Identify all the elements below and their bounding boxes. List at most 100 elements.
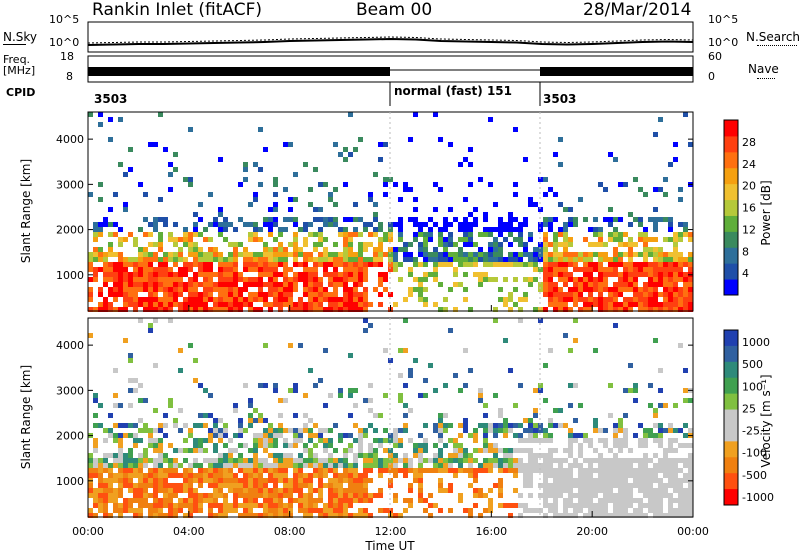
heatmap-cell — [423, 458, 428, 463]
heatmap-cell — [148, 438, 153, 443]
heatmap-cell — [613, 272, 618, 277]
heatmap-cell — [288, 343, 293, 348]
heatmap-cell — [268, 443, 273, 448]
heatmap-cell — [168, 483, 173, 488]
cbar-swatch — [724, 345, 738, 363]
heatmap-cell — [178, 473, 183, 478]
heatmap-cell — [298, 488, 303, 493]
heatmap-cell — [668, 262, 673, 267]
ytick-label: 1000 — [56, 475, 84, 488]
heatmap-cell — [383, 237, 388, 242]
heatmap-cell — [123, 292, 128, 297]
heatmap-cell — [493, 448, 498, 453]
heatmap-cell — [398, 227, 403, 232]
heatmap-cell — [418, 448, 423, 453]
heatmap-cell — [608, 513, 613, 518]
heatmap-cell — [333, 282, 338, 287]
heatmap-cell — [128, 403, 133, 408]
heatmap-cell — [243, 162, 248, 167]
heatmap-cell — [253, 227, 258, 232]
heatmap-cell — [483, 217, 488, 222]
heatmap-cell — [273, 217, 278, 222]
heatmap-cell — [598, 237, 603, 242]
heatmap-cell — [293, 443, 298, 448]
heatmap-cell — [613, 232, 618, 237]
heatmap-cell — [188, 483, 193, 488]
heatmap-cell — [163, 433, 168, 438]
heatmap-cell — [138, 458, 143, 463]
heatmap-cell — [378, 157, 383, 162]
heatmap-cell — [238, 277, 243, 282]
heatmap-cell — [243, 252, 248, 257]
heatmap-cell — [648, 287, 653, 292]
heatmap-cell — [623, 182, 628, 187]
heatmap-cell — [418, 297, 423, 302]
heatmap-cell — [363, 287, 368, 292]
heatmap-cell — [223, 443, 228, 448]
heatmap-cell — [643, 478, 648, 483]
heatmap-cell — [213, 488, 218, 493]
heatmap-cell — [498, 287, 503, 292]
heatmap-cell — [553, 257, 558, 262]
heatmap-cell — [148, 508, 153, 513]
heatmap-cell — [503, 277, 508, 282]
heatmap-cell — [318, 302, 323, 307]
heatmap-cell — [658, 262, 663, 267]
heatmap-cell — [358, 483, 363, 488]
heatmap-cell — [103, 217, 108, 222]
heatmap-cell — [583, 433, 588, 438]
heatmap-cell — [648, 282, 653, 287]
heatmap-cell — [103, 463, 108, 468]
heatmap-cell — [393, 468, 398, 473]
heatmap-cell — [273, 257, 278, 262]
heatmap-cell — [298, 503, 303, 508]
heatmap-cell — [618, 503, 623, 508]
heatmap-cell — [643, 252, 648, 257]
heatmap-cell — [223, 282, 228, 287]
heatmap-cell — [268, 277, 273, 282]
heatmap-cell — [213, 282, 218, 287]
heatmap-cell — [553, 468, 558, 473]
heatmap-cell — [673, 267, 678, 272]
heatmap-cell — [413, 443, 418, 448]
heatmap-cell — [333, 473, 338, 478]
heatmap-cell — [643, 468, 648, 473]
heatmap-cell — [273, 192, 278, 197]
heatmap-cell — [93, 252, 98, 257]
heatmap-cell — [138, 418, 143, 423]
heatmap-cell — [348, 353, 353, 358]
heatmap-cell — [543, 177, 548, 182]
heatmap-cell — [248, 282, 253, 287]
heatmap-cell — [578, 448, 583, 453]
heatmap-cell — [623, 272, 628, 277]
heatmap-cell — [178, 237, 183, 242]
heatmap-cell — [198, 443, 203, 448]
ytick-label: 3000 — [56, 384, 84, 397]
heatmap-cell — [178, 252, 183, 257]
heatmap-cell — [208, 478, 213, 483]
heatmap-cell — [233, 297, 238, 302]
heatmap-cell — [193, 423, 198, 428]
heatmap-cell — [463, 423, 468, 428]
heatmap-cell — [133, 513, 138, 518]
heatmap-cell — [278, 433, 283, 438]
heatmap-cell — [418, 262, 423, 267]
heatmap-cell — [188, 297, 193, 302]
heatmap-cell — [223, 267, 228, 272]
heatmap-cell — [593, 302, 598, 307]
heatmap-cell — [603, 458, 608, 463]
heatmap-cell — [553, 493, 558, 498]
heatmap-cell — [658, 217, 663, 222]
heatmap-cell — [443, 413, 448, 418]
heatmap-cell — [563, 247, 568, 252]
heatmap-cell — [568, 453, 573, 458]
heatmap-cell — [578, 287, 583, 292]
heatmap-cell — [633, 498, 638, 503]
heatmap-cell — [118, 508, 123, 513]
heatmap-cell — [113, 368, 118, 373]
heatmap-cell — [188, 433, 193, 438]
heatmap-cell — [418, 292, 423, 297]
heatmap-cell — [353, 267, 358, 272]
heatmap-cell — [548, 282, 553, 287]
heatmap-cell — [253, 503, 258, 508]
